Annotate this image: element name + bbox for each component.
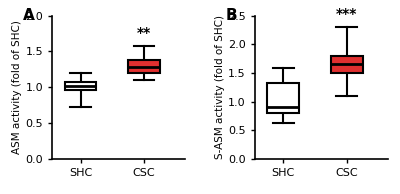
- FancyBboxPatch shape: [128, 60, 160, 73]
- Text: ***: ***: [336, 7, 358, 21]
- Text: **: **: [137, 26, 151, 40]
- FancyBboxPatch shape: [331, 56, 363, 73]
- Y-axis label: S-ASM activity (fold of SHC): S-ASM activity (fold of SHC): [215, 15, 225, 159]
- Text: B: B: [225, 8, 237, 23]
- Text: A: A: [23, 8, 34, 23]
- FancyBboxPatch shape: [65, 81, 96, 90]
- FancyBboxPatch shape: [267, 83, 299, 113]
- Y-axis label: ASM activity (fold of SHC): ASM activity (fold of SHC): [12, 20, 22, 154]
